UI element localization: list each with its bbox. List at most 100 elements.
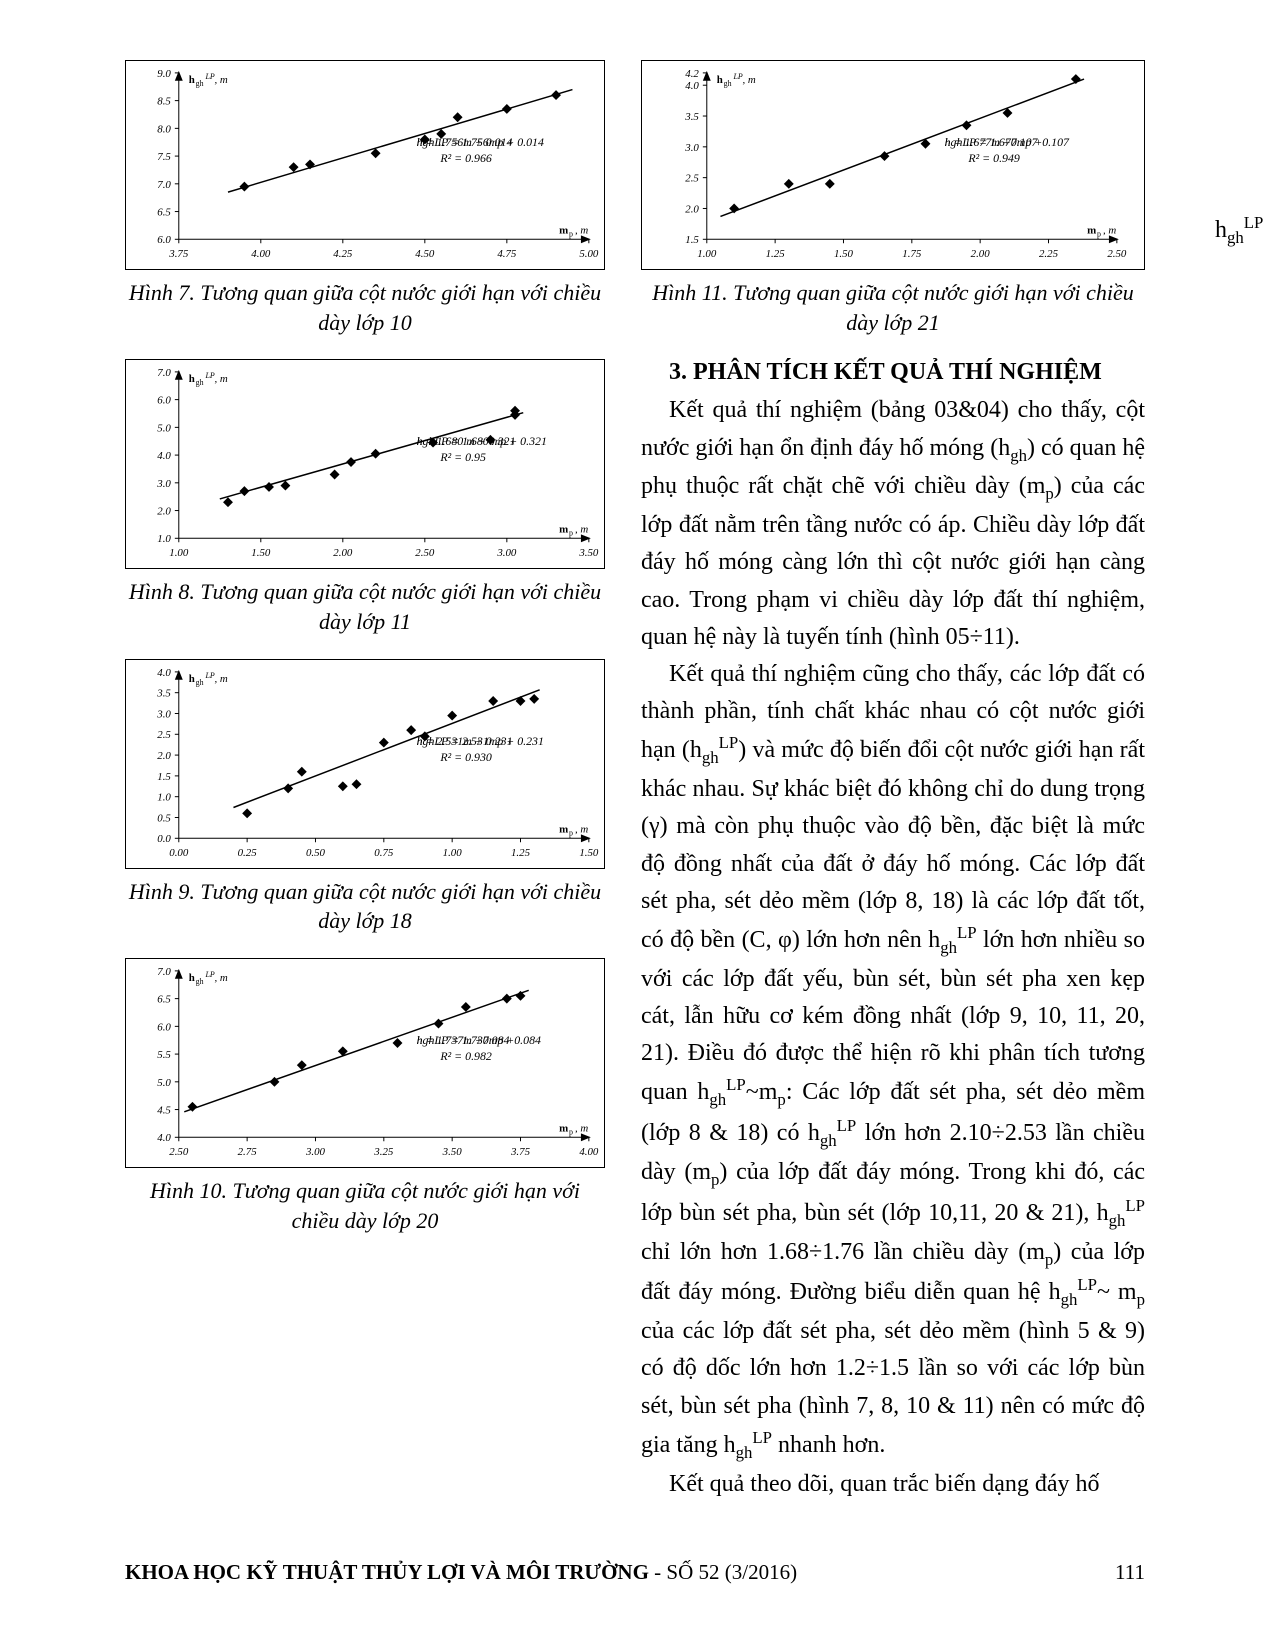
svg-text:4.5: 4.5 xyxy=(157,1105,171,1117)
svg-text:gh: gh xyxy=(196,977,204,986)
svg-text:0.75: 0.75 xyxy=(374,847,394,859)
svg-text:3.50: 3.50 xyxy=(578,547,599,559)
svg-text:2.50: 2.50 xyxy=(169,1146,189,1158)
svg-text:hghLP = 1.737mp +0.084: hghLP = 1.737mp +0.084 xyxy=(417,1033,541,1047)
chart-9: 0.000.250.500.751.001.251.500.00.51.01.5… xyxy=(125,659,605,869)
svg-text:p: p xyxy=(569,229,573,238)
svg-text:1.50: 1.50 xyxy=(579,847,599,859)
page-footer: KHOA HỌC KỸ THUẬT THỦY LỢI VÀ MÔI TRƯỜNG… xyxy=(125,1560,1145,1585)
svg-text:m: m xyxy=(559,524,568,536)
svg-text:h: h xyxy=(189,373,195,385)
svg-text:gh: gh xyxy=(196,79,204,88)
svg-text:1.75: 1.75 xyxy=(902,248,922,260)
svg-text:hghLP = 1.677mp +0.107: hghLP = 1.677mp +0.107 xyxy=(945,135,1070,149)
svg-text:4.0: 4.0 xyxy=(157,667,171,679)
svg-text:0.00: 0.00 xyxy=(169,847,189,859)
para-1: Kết quả thí nghiệm (bảng 03&04) cho thấy… xyxy=(641,392,1145,656)
svg-text:1.00: 1.00 xyxy=(697,248,717,260)
svg-text:5.5: 5.5 xyxy=(157,1049,171,1061)
svg-text:4.2: 4.2 xyxy=(685,68,699,80)
chart-11-caption: Hình 11. Tương quan giữa cột nước giới h… xyxy=(641,278,1145,337)
svg-text:3.0: 3.0 xyxy=(156,708,171,720)
svg-text:7.0: 7.0 xyxy=(157,966,171,978)
svg-text:5.0: 5.0 xyxy=(157,1077,171,1089)
svg-text:2.5: 2.5 xyxy=(685,173,699,185)
right-column: 1.001.251.501.752.002.252.501.52.02.53.0… xyxy=(641,60,1145,1503)
svg-text:, m: , m xyxy=(214,972,227,984)
svg-text:R² = 0.966: R² = 0.966 xyxy=(439,151,492,165)
svg-text:h: h xyxy=(189,74,195,86)
svg-text:LP: LP xyxy=(205,72,215,81)
chart-7-caption: Hình 7. Tương quan giữa cột nước giới hạ… xyxy=(125,278,605,337)
svg-text:gh: gh xyxy=(196,378,204,387)
svg-text:h: h xyxy=(189,972,195,984)
svg-text:m: m xyxy=(559,1122,568,1134)
svg-text:7.5: 7.5 xyxy=(157,151,171,163)
left-column: 3.754.004.254.504.755.006.06.57.07.58.08… xyxy=(125,60,605,1503)
svg-text:9.0: 9.0 xyxy=(157,68,171,80)
svg-text:LP: LP xyxy=(733,72,743,81)
svg-text:1.00: 1.00 xyxy=(169,547,189,559)
svg-text:3.0: 3.0 xyxy=(156,478,171,490)
svg-text:2.5: 2.5 xyxy=(157,729,171,741)
svg-text:R² = 0.949: R² = 0.949 xyxy=(967,151,1020,165)
svg-text:, m: , m xyxy=(1103,224,1116,236)
svg-text:3.5: 3.5 xyxy=(156,687,171,699)
svg-text:4.00: 4.00 xyxy=(251,248,271,260)
svg-text:3.00: 3.00 xyxy=(496,547,517,559)
svg-text:3.0: 3.0 xyxy=(684,142,699,154)
svg-text:, m: , m xyxy=(575,1122,588,1134)
svg-text:2.75: 2.75 xyxy=(238,1146,258,1158)
svg-text:1.00: 1.00 xyxy=(443,847,463,859)
svg-text:3.75: 3.75 xyxy=(510,1146,531,1158)
svg-text:5.0: 5.0 xyxy=(157,423,171,435)
margin-annotation: hghLP xyxy=(1215,213,1263,248)
svg-text:m: m xyxy=(559,823,568,835)
svg-text:3.00: 3.00 xyxy=(305,1146,326,1158)
svg-text:h: h xyxy=(717,74,723,86)
chart-10: 2.502.753.003.253.503.754.004.04.55.05.5… xyxy=(125,958,605,1168)
para-3: Kết quả theo dõi, quan trắc biến dạng đá… xyxy=(641,1466,1145,1503)
svg-text:2.0: 2.0 xyxy=(157,506,171,518)
svg-text:7.0: 7.0 xyxy=(157,367,171,379)
svg-text:1.5: 1.5 xyxy=(157,771,171,783)
svg-text:8.5: 8.5 xyxy=(157,96,171,108)
svg-text:, m: , m xyxy=(575,224,588,236)
footer-issue: - SỐ 52 (3/2016) xyxy=(649,1560,797,1584)
svg-text:, m: , m xyxy=(575,524,588,536)
svg-text:, m: , m xyxy=(214,373,227,385)
section-3-title: 3. PHÂN TÍCH KẾT QUẢ THÍ NGHIỆM xyxy=(641,359,1145,386)
svg-text:2.0: 2.0 xyxy=(685,203,699,215)
svg-text:0.25: 0.25 xyxy=(238,847,258,859)
svg-text:2.00: 2.00 xyxy=(333,547,353,559)
svg-text:0.0: 0.0 xyxy=(157,833,171,845)
svg-text:6.0: 6.0 xyxy=(157,1021,171,1033)
svg-text:p: p xyxy=(1097,229,1101,238)
chart-8-caption: Hình 8. Tương quan giữa cột nước giới hạ… xyxy=(125,577,605,636)
chart-7: 3.754.004.254.504.755.006.06.57.07.58.08… xyxy=(125,60,605,270)
svg-text:4.50: 4.50 xyxy=(415,248,435,260)
svg-text:hghLP = 1.756mp + 0.014: hghLP = 1.756mp + 0.014 xyxy=(417,135,544,149)
svg-text:gh: gh xyxy=(724,79,732,88)
svg-text:1.0: 1.0 xyxy=(157,534,171,546)
svg-text:3.5: 3.5 xyxy=(684,111,699,123)
svg-text:1.25: 1.25 xyxy=(511,847,531,859)
svg-text:2.50: 2.50 xyxy=(415,547,435,559)
chart-11: 1.001.251.501.752.002.252.501.52.02.53.0… xyxy=(641,60,1145,270)
svg-text:p: p xyxy=(569,529,573,538)
svg-text:, m: , m xyxy=(214,74,227,86)
svg-text:3.75: 3.75 xyxy=(168,248,189,260)
svg-text:hghLP = 1.680 mp + 0.321: hghLP = 1.680 mp + 0.321 xyxy=(417,434,547,448)
svg-text:p: p xyxy=(569,1127,573,1136)
svg-text:5.00: 5.00 xyxy=(579,248,599,260)
svg-text:2.0: 2.0 xyxy=(157,750,171,762)
svg-text:, m: , m xyxy=(742,74,755,86)
svg-text:0.5: 0.5 xyxy=(157,812,171,824)
svg-text:2.50: 2.50 xyxy=(1107,248,1127,260)
svg-text:m: m xyxy=(1087,224,1096,236)
footer-journal: KHOA HỌC KỸ THUẬT THỦY LỢI VÀ MÔI TRƯỜNG… xyxy=(125,1560,797,1585)
svg-text:LP: LP xyxy=(205,371,215,380)
svg-text:6.0: 6.0 xyxy=(157,395,171,407)
svg-text:h: h xyxy=(189,673,195,685)
svg-text:, m: , m xyxy=(214,673,227,685)
